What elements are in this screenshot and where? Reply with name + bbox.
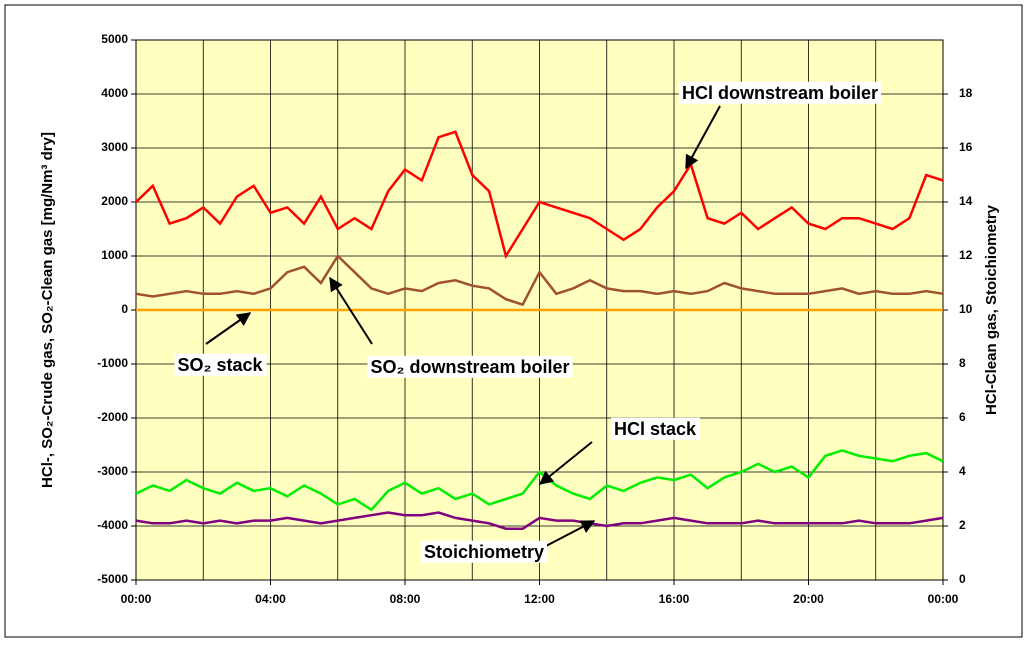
y2-tick-label: 2	[959, 518, 966, 532]
legend-label-bg	[420, 540, 548, 563]
legend-label: HCl downstream boiler	[682, 83, 878, 103]
annotation-arrow	[538, 441, 593, 485]
y-tick-label: -3000	[97, 464, 128, 478]
x-tick-label: 16:00	[659, 592, 690, 606]
y2-axis-label: HCl-Clean gas, Stoichiometry	[983, 204, 1000, 415]
legend-label-bg	[174, 353, 267, 376]
legend-label: Stoichiometry	[424, 542, 544, 562]
legend-label: SO₂ stack	[177, 355, 263, 375]
legend-label-bg	[678, 81, 882, 104]
y2-tick-label: 6	[959, 410, 966, 424]
y2-tick-label: 16	[959, 140, 973, 154]
annotation-arrow	[205, 312, 252, 345]
y2-tick-label: 12	[959, 248, 973, 262]
y-tick-label: -5000	[97, 572, 128, 586]
y2-tick-label: 8	[959, 356, 966, 370]
y2-tick-label: 4	[959, 464, 966, 478]
legend-label-bg	[367, 355, 573, 378]
y-tick-label: -2000	[97, 410, 128, 424]
y2-tick-label: 0	[959, 572, 966, 586]
x-tick-label: 04:00	[255, 592, 286, 606]
y2-tick-label: 18	[959, 86, 973, 100]
series-line	[135, 130, 944, 260]
y2-tick-label: 10	[959, 302, 973, 316]
legend-label: SO₂ downstream boiler	[370, 357, 569, 377]
x-tick-label: 20:00	[793, 592, 824, 606]
annotation-arrow	[329, 276, 373, 345]
x-tick-label: 12:00	[524, 592, 555, 606]
x-tick-label: 00:00	[121, 592, 152, 606]
x-tick-label: 00:00	[928, 592, 959, 606]
y-tick-label: 4000	[101, 86, 128, 100]
y-tick-label: -4000	[97, 518, 128, 532]
series-line	[135, 511, 944, 530]
legend-label: HCl stack	[614, 419, 697, 439]
legend-label-bg	[610, 417, 701, 440]
y-tick-label: 1000	[101, 248, 128, 262]
y-tick-label: 3000	[101, 140, 128, 154]
annotation-arrow	[685, 105, 721, 170]
y-tick-label: 5000	[101, 32, 128, 46]
y2-tick-label: 14	[959, 194, 973, 208]
y-tick-label: 2000	[101, 194, 128, 208]
y-tick-label: 0	[121, 302, 128, 316]
series-line	[135, 254, 944, 307]
x-tick-label: 08:00	[390, 592, 421, 606]
annotation-arrow	[545, 520, 596, 547]
y-tick-label: -1000	[97, 356, 128, 370]
y-axis-label: HCl-, SO₂-Crude gas, SO₂-Clean gas [mg/N…	[39, 132, 56, 488]
